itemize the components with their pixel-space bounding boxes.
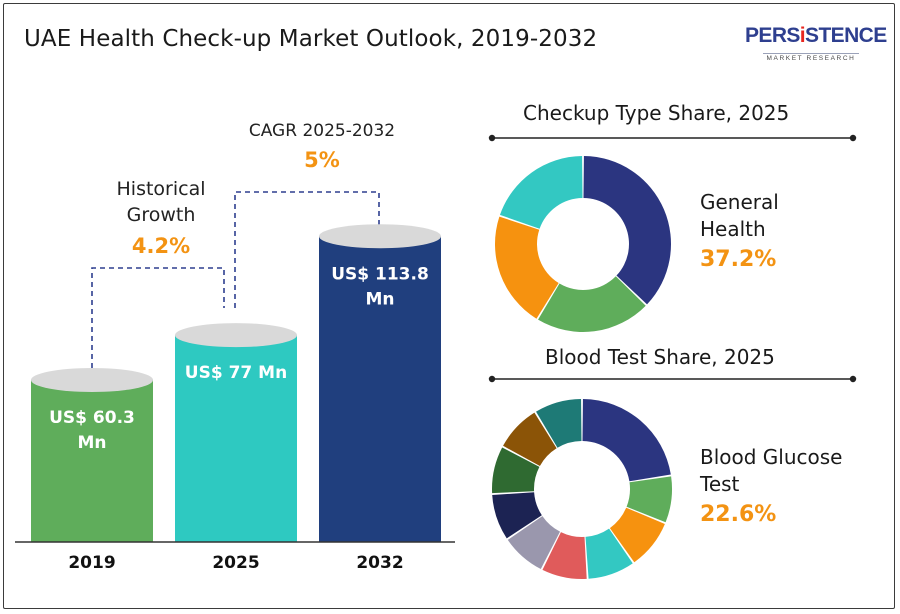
donut-slice	[536, 399, 582, 448]
logo-wordmark: PERSiSTENCE	[745, 24, 887, 47]
donut-slice	[585, 528, 633, 579]
page-title: UAE Health Check-up Market Outlook, 2019…	[24, 26, 598, 52]
donut-slice	[582, 399, 671, 482]
blood-test-highlight-value: 22.6%	[700, 502, 777, 527]
donut-slice	[499, 156, 583, 229]
x-tick-label: 2019	[68, 553, 115, 573]
bar-value-label: US$ 113.8 Mn	[331, 264, 429, 309]
checkup-type-donut	[495, 156, 671, 332]
blood-test-donut	[492, 399, 672, 579]
historical-growth-value: 4.2%	[131, 234, 191, 258]
donut-slice	[538, 276, 646, 332]
checkup-highlight-value: 37.2%	[700, 247, 777, 272]
bar-value-label: US$ 60.3 Mn	[49, 408, 135, 453]
brand-logo: PERSiSTENCE MARKET RESEARCH	[745, 24, 887, 68]
blood-test-share-title: Blood Test Share, 2025	[545, 345, 775, 369]
historical-growth-label: Historical Growth	[116, 178, 206, 226]
historical-connector-line	[91, 267, 225, 377]
growth-connector-lines	[91, 191, 380, 377]
donut-slice	[495, 216, 559, 319]
bar-2032	[319, 224, 441, 542]
x-tick-label: 2025	[212, 553, 259, 573]
blood-test-highlight-label: Blood Glucose Test	[700, 445, 843, 496]
donut-slice	[492, 447, 540, 494]
bar-value-label: US$ 77 Mn	[185, 363, 287, 383]
cagr-connector-line	[234, 191, 380, 308]
bar-2019	[31, 368, 153, 542]
cagr-value: 5%	[304, 148, 340, 172]
donut-slice	[503, 412, 557, 466]
outer-frame	[3, 3, 895, 609]
checkup-highlight-label: General Health	[700, 190, 779, 241]
logo-tagline: MARKET RESEARCH	[766, 55, 856, 62]
donut-slice	[609, 507, 665, 563]
donut-slice	[626, 476, 672, 523]
market-size-bar-chart: US$ 60.3 Mn 2019 US$ 77 Mn 2025 US$ 113.8 Mn 20…	[15, 191, 455, 573]
bar-2025	[175, 323, 297, 542]
cagr-label: CAGR 2025-2032	[248, 121, 396, 141]
checkup-share-title: Checkup Type Share, 2025	[523, 101, 790, 125]
donut-slice	[542, 532, 587, 579]
donut-slice	[492, 492, 542, 539]
logo-divider	[763, 53, 859, 54]
donut-slice	[583, 156, 671, 305]
donut-slice	[507, 516, 561, 570]
x-tick-label: 2032	[356, 553, 403, 573]
